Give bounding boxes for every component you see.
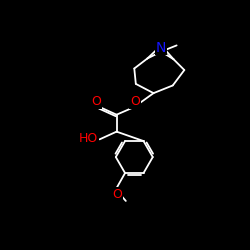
Text: HO: HO bbox=[79, 132, 98, 145]
Text: N: N bbox=[156, 41, 166, 55]
Text: O: O bbox=[130, 95, 140, 108]
Text: O: O bbox=[92, 95, 102, 108]
Text: O: O bbox=[112, 188, 122, 200]
